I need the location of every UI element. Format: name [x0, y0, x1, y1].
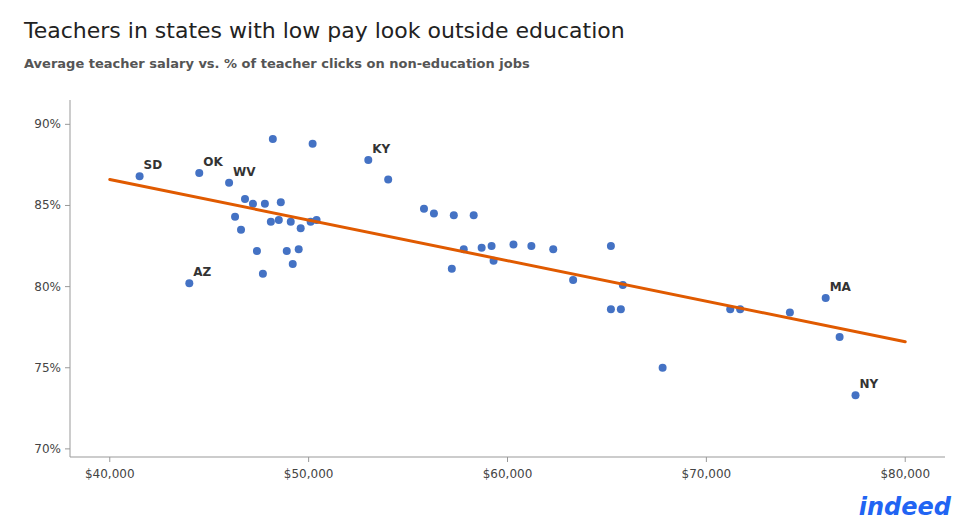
y-tick-label: 75%	[34, 361, 61, 375]
point-label: KY	[372, 142, 390, 156]
point	[195, 169, 203, 177]
point	[659, 364, 667, 372]
point	[420, 205, 428, 213]
point	[297, 224, 305, 232]
point	[267, 218, 275, 226]
point	[448, 265, 456, 273]
point	[241, 195, 249, 203]
point	[384, 176, 392, 184]
point	[488, 242, 496, 250]
trend-line	[110, 180, 905, 342]
point	[269, 135, 277, 143]
x-tick	[905, 457, 906, 462]
point	[253, 247, 261, 255]
y-tick-label: 70%	[34, 442, 61, 456]
point-label: WV	[233, 165, 256, 179]
point	[295, 245, 303, 253]
point	[509, 240, 517, 248]
point	[237, 226, 245, 234]
point	[786, 309, 794, 317]
point	[549, 245, 557, 253]
x-tick-label: $70,000	[682, 467, 732, 481]
point	[287, 218, 295, 226]
marks	[110, 135, 905, 399]
logo: indeed	[859, 493, 952, 521]
point	[430, 210, 438, 218]
x-tick-label: $80,000	[880, 467, 930, 481]
subtitle: Average teacher salary vs. % of teacher …	[24, 56, 530, 71]
point-label: SD	[144, 158, 163, 172]
point	[607, 242, 615, 250]
y-tick	[65, 448, 70, 449]
point	[259, 270, 267, 278]
point	[450, 211, 458, 219]
point	[478, 244, 486, 252]
y-tick	[65, 286, 70, 287]
point	[617, 305, 625, 313]
point	[261, 200, 269, 208]
x-tick	[507, 457, 508, 462]
y-tick-label: 80%	[34, 280, 61, 294]
point	[527, 242, 535, 250]
point	[569, 276, 577, 284]
point	[852, 391, 860, 399]
point	[275, 216, 283, 224]
point-label: MA	[830, 280, 852, 294]
y-tick-label: 90%	[34, 117, 61, 131]
point	[225, 179, 233, 187]
x-tick-label: $40,000	[85, 467, 135, 481]
point	[364, 156, 372, 164]
y-tick-label: 85%	[34, 198, 61, 212]
y-axis-line	[70, 100, 71, 457]
point-label: AZ	[193, 265, 211, 279]
point-label: NY	[860, 377, 879, 391]
chart: Teachers in states with low pay look out…	[0, 0, 975, 529]
point	[283, 247, 291, 255]
point	[607, 305, 615, 313]
point	[136, 172, 144, 180]
point	[231, 213, 239, 221]
x-tick-label: $60,000	[483, 467, 533, 481]
title: Teachers in states with low pay look out…	[23, 18, 625, 43]
y-tick	[65, 205, 70, 206]
point	[277, 198, 285, 206]
point	[289, 260, 297, 268]
x-tick	[109, 457, 110, 462]
point-label: OK	[203, 155, 223, 169]
y-tick	[65, 124, 70, 125]
annotations: SD OK WV KY AZ MA NY indeed	[144, 142, 952, 521]
x-tick-label: $50,000	[284, 467, 334, 481]
point	[309, 140, 317, 148]
point	[836, 333, 844, 341]
point	[822, 294, 830, 302]
y-tick	[65, 367, 70, 368]
point	[470, 211, 478, 219]
point	[185, 279, 193, 287]
x-tick	[308, 457, 309, 462]
axes: $40,000 $50,000 $60,000 $70,000 $80,000 70% 75…	[34, 100, 945, 481]
x-tick	[706, 457, 707, 462]
